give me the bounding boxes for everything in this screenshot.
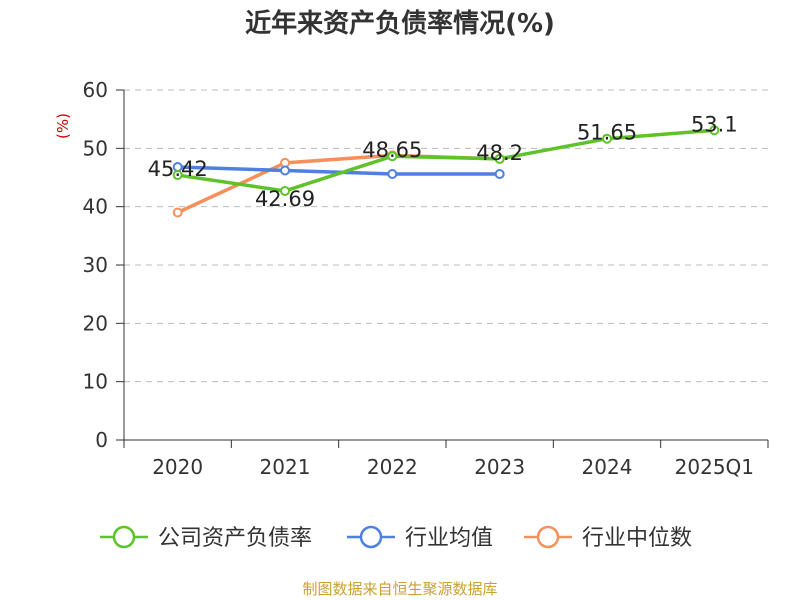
legend-item-company: 公司资产负债率 <box>100 525 312 551</box>
chart-title: 近年来资产负债率情况(%) <box>245 8 555 39</box>
y-tick-label: 10 <box>83 370 108 394</box>
data-point <box>494 153 505 164</box>
series-company <box>172 125 720 196</box>
data-labels: 45.42 42.69 48.65 48.2 51.65 53.1 <box>148 112 738 211</box>
legend-swatch-marker <box>112 525 136 549</box>
gridlines <box>124 89 768 383</box>
y-tick-label: 0 <box>95 428 108 452</box>
x-tick-label: 2022 <box>367 455 418 479</box>
legend-label: 行业均值 <box>405 526 493 551</box>
data-label: 48.2 <box>476 141 523 165</box>
data-point <box>494 169 505 179</box>
y-tick-label: 50 <box>83 136 108 160</box>
series-line <box>175 128 717 193</box>
data-point <box>387 169 398 179</box>
x-tick-label: 2020 <box>152 455 203 479</box>
legend-item-industry-median: 行业中位数 <box>524 525 692 551</box>
data-point <box>172 207 183 218</box>
series-lines <box>172 125 720 218</box>
legend-item-industry-avg: 行业均值 <box>347 525 493 551</box>
y-tick-label: 60 <box>83 78 108 102</box>
data-point <box>387 151 398 162</box>
data-point <box>602 133 612 144</box>
legend: 公司资产负债率 行业均值 行业中位数 <box>100 525 692 551</box>
data-point <box>280 165 290 176</box>
data-label: 42.69 <box>255 187 315 211</box>
x-tick-label: 2024 <box>582 455 633 479</box>
y-axis-unit: (%) <box>54 113 72 139</box>
data-label: 45.42 <box>148 157 208 181</box>
x-tick-label: 2021 <box>260 455 311 479</box>
legend-label: 行业中位数 <box>582 526 692 551</box>
data-label: 48.65 <box>362 138 422 162</box>
axes: 0 10 20 30 40 50 60 2020 2021 2022 2023 2024 2025Q1 <box>83 78 769 479</box>
x-tick-label: 2023 <box>474 455 525 479</box>
legend-swatch-marker <box>359 525 383 549</box>
data-point <box>280 185 290 196</box>
legend-swatch-marker <box>536 525 560 549</box>
y-tick-label: 30 <box>83 253 108 277</box>
legend-label: 公司资产负债率 <box>158 526 312 551</box>
data-point <box>709 125 720 136</box>
data-point <box>172 170 183 181</box>
data-label: 53.1 <box>691 112 738 136</box>
y-tick-label: 20 <box>83 311 108 335</box>
y-tick-label: 40 <box>83 195 108 219</box>
x-tick-label: 2025Q1 <box>675 455 754 479</box>
source-note: 制图数据来自恒生聚源数据库 <box>302 580 497 598</box>
series-industry-avg <box>172 162 505 179</box>
data-label: 51.65 <box>577 121 637 145</box>
